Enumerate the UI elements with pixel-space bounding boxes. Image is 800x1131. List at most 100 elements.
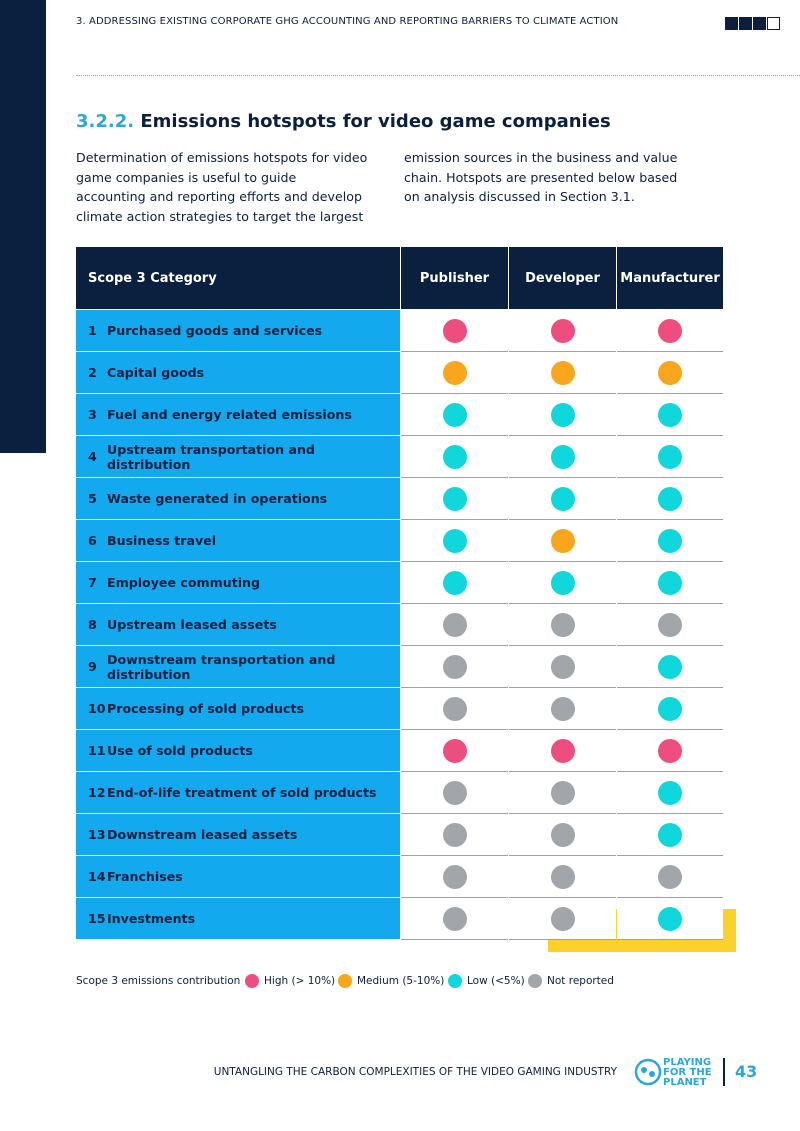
row-label: Capital goods bbox=[107, 365, 205, 380]
progress-square bbox=[753, 17, 766, 30]
table-cell bbox=[617, 772, 723, 814]
row-label: Upstream leased assets bbox=[107, 617, 277, 632]
hotspot-dot bbox=[658, 319, 682, 343]
column-header: Scope 3 Category bbox=[76, 247, 400, 309]
table-cell bbox=[617, 604, 723, 646]
row-number: 14 bbox=[88, 869, 106, 884]
row-number: 7 bbox=[88, 575, 97, 590]
table-cell bbox=[509, 730, 616, 772]
table-cell bbox=[401, 730, 508, 772]
category-cell: 14 Franchises bbox=[76, 856, 400, 897]
row-label: Processing of sold products bbox=[107, 701, 304, 716]
hotspot-dot bbox=[658, 907, 682, 931]
category-cell: 4 Upstream transportation and distributio… bbox=[76, 436, 400, 477]
logo-line: PLANET bbox=[663, 1077, 707, 1088]
legend-dot bbox=[528, 974, 542, 988]
running-title: 3. ADDRESSING EXISTING CORPORATE GHG ACC… bbox=[76, 16, 619, 27]
progress-square bbox=[739, 17, 752, 30]
table-cell bbox=[509, 604, 616, 646]
table-cell bbox=[617, 856, 723, 898]
row-label: Downstream leased assets bbox=[107, 827, 298, 842]
row-label: Investments bbox=[107, 911, 196, 926]
table-cell bbox=[509, 520, 616, 562]
hotspot-dot bbox=[550, 739, 575, 763]
hotspot-dot bbox=[442, 739, 467, 763]
row-number: 12 bbox=[88, 785, 106, 800]
table-cell bbox=[509, 436, 616, 478]
hotspot-dot bbox=[550, 655, 575, 679]
body-text: Determination of emissions hotspots for … bbox=[76, 150, 678, 224]
table-cell bbox=[401, 772, 508, 814]
row-label: Waste generated in operations bbox=[107, 491, 328, 506]
hotspot-dot bbox=[550, 529, 575, 553]
table-cell bbox=[509, 646, 616, 688]
table-cell bbox=[509, 688, 616, 730]
hotspot-dot bbox=[658, 697, 682, 721]
logo-line: PLAYING bbox=[663, 1057, 712, 1068]
hotspot-dot bbox=[658, 865, 682, 889]
hotspot-dot bbox=[658, 823, 682, 847]
table-cell bbox=[617, 562, 723, 604]
table-cell bbox=[617, 310, 723, 352]
hotspot-dot bbox=[442, 823, 467, 847]
hotspot-dot bbox=[442, 487, 467, 511]
row-number: 3 bbox=[88, 407, 97, 422]
category-cell: 15 Investments bbox=[76, 898, 400, 939]
column-header: Developer bbox=[509, 247, 616, 309]
page-number: 43 bbox=[735, 1062, 758, 1081]
hotspot-dot bbox=[550, 823, 575, 847]
hotspot-dot bbox=[658, 571, 682, 595]
category-cell: 9 Downstream transportation and distribut… bbox=[76, 646, 400, 687]
table-cell bbox=[509, 772, 616, 814]
hotspot-dot bbox=[442, 403, 467, 427]
logo-line: FOR THE bbox=[663, 1067, 712, 1078]
hotspot-dot bbox=[658, 403, 682, 427]
table-cell bbox=[617, 478, 723, 520]
row-number: 10 bbox=[88, 701, 106, 716]
hotspot-dot bbox=[550, 697, 575, 721]
heading: 3.2.2. Emissions hotspots for video game… bbox=[76, 111, 611, 132]
side-bar bbox=[0, 0, 46, 453]
hotspot-dot bbox=[550, 907, 575, 931]
hotspot-dot bbox=[550, 571, 575, 595]
table-cell bbox=[617, 520, 723, 562]
table-cell bbox=[401, 856, 508, 898]
row-label: Employee commuting bbox=[107, 575, 261, 590]
separator bbox=[723, 1058, 725, 1086]
row-number: 6 bbox=[88, 533, 97, 548]
legend-label: Medium (5-10%) bbox=[357, 975, 445, 987]
hotspot-dot bbox=[442, 445, 467, 469]
row-number: 5 bbox=[88, 491, 97, 506]
category-cell: 13 Downstream leased assets bbox=[76, 814, 400, 855]
table-cell bbox=[401, 898, 508, 940]
row-label: Upstream transportation and distribution bbox=[107, 441, 315, 472]
section-number: 3.2.2. bbox=[76, 111, 135, 132]
table-cell bbox=[617, 352, 723, 394]
hotspot-dot bbox=[550, 487, 575, 511]
table-cell bbox=[617, 436, 723, 478]
hotspot-dot bbox=[550, 319, 575, 343]
hotspot-dot bbox=[658, 361, 682, 385]
table-cell bbox=[401, 604, 508, 646]
legend-dot bbox=[338, 974, 352, 988]
row-number: 11 bbox=[88, 743, 106, 758]
row-label: Downstream transportation and distributi… bbox=[107, 651, 336, 682]
hotspot-dot bbox=[658, 739, 682, 763]
column-header: Manufacturer bbox=[617, 247, 723, 309]
table-cell bbox=[401, 688, 508, 730]
table-cell bbox=[617, 814, 723, 856]
table-cell bbox=[509, 352, 616, 394]
row-number: 8 bbox=[88, 617, 97, 632]
table-cell bbox=[617, 394, 723, 436]
hotspot-dot bbox=[658, 613, 682, 637]
table-cell bbox=[401, 436, 508, 478]
table-cell bbox=[509, 814, 616, 856]
table-cell bbox=[617, 646, 723, 688]
hotspot-dot bbox=[658, 529, 682, 553]
logo-text: PLAYING FOR THE PLANET bbox=[663, 1058, 712, 1088]
table-cell bbox=[617, 688, 723, 730]
category-cell: 12 End-of-life treatment of sold products bbox=[76, 772, 400, 813]
row-label: Franchises bbox=[107, 869, 183, 884]
category-cell: 2 Capital goods bbox=[76, 352, 400, 393]
